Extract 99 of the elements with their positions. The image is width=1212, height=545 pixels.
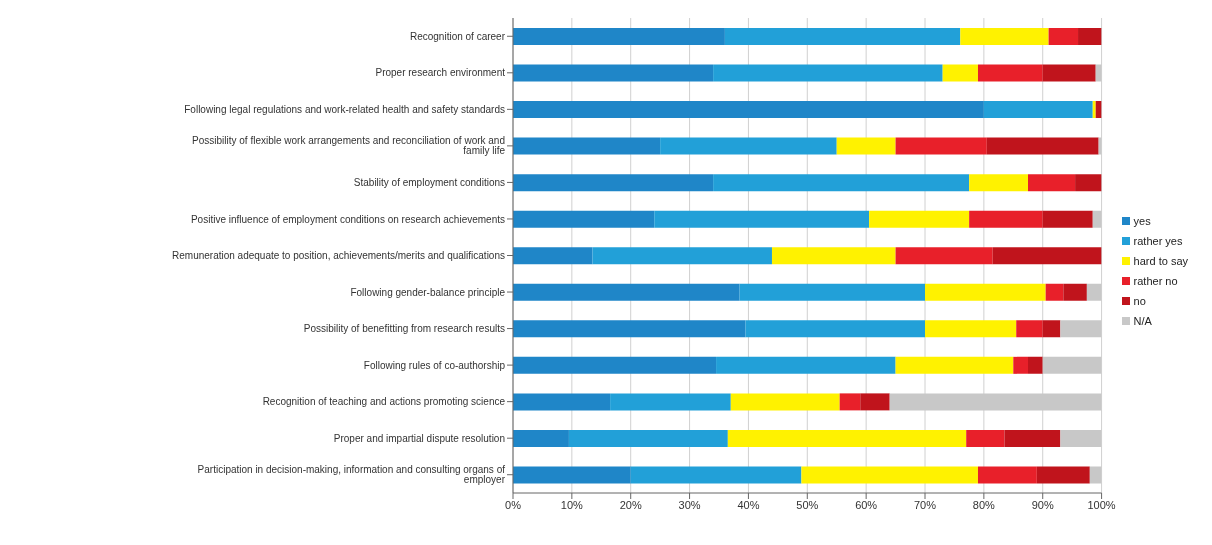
bar [895, 356, 1014, 374]
bar [1092, 210, 1102, 228]
bar [513, 137, 661, 155]
bar [727, 429, 967, 447]
bar [513, 210, 655, 228]
bar [513, 28, 725, 45]
bar [1028, 356, 1043, 374]
y-tick-label: Following legal regulations and work-related health and safety standards [184, 103, 505, 115]
x-tick-label: 10% [560, 498, 584, 511]
bar [836, 137, 896, 155]
y-tick-label: Remuneration adequate to position, achievements/merits and qualifications [172, 250, 505, 262]
bar [1042, 356, 1102, 374]
bar [1060, 429, 1102, 447]
bar [1045, 283, 1064, 301]
bar [513, 320, 746, 338]
bar [966, 429, 1005, 447]
bar [1016, 320, 1043, 338]
y-tick-label: Stability of employment conditions [353, 176, 505, 188]
legend-label: N/A [1133, 314, 1152, 327]
bar [925, 320, 1017, 338]
bar [1089, 466, 1102, 484]
bar [801, 466, 978, 484]
bar [860, 393, 890, 411]
bar [745, 320, 925, 338]
bar [713, 64, 943, 82]
bar [895, 247, 993, 265]
bar [1028, 174, 1076, 192]
legend-label: yes [1133, 214, 1151, 227]
legend-label: rather yes [1133, 234, 1183, 247]
bar [1013, 356, 1029, 374]
bar [716, 356, 896, 374]
y-tick-label: Following gender-balance principle [350, 286, 506, 298]
bar [568, 429, 728, 447]
bar [839, 393, 861, 411]
bar [942, 64, 978, 82]
bar [713, 174, 970, 192]
y-tick-label: Possibility of benefitting from research results [303, 323, 505, 335]
bar [869, 210, 970, 228]
bar [977, 64, 1043, 82]
bar [895, 137, 987, 155]
y-tick-label: Recognition of career [409, 30, 506, 42]
bar [969, 210, 1043, 228]
bar [977, 466, 1037, 484]
x-tick-label: 30% [678, 498, 701, 511]
bar [724, 28, 961, 45]
bar [992, 247, 1102, 265]
bar [513, 174, 714, 192]
legend-label: hard to say [1133, 254, 1188, 267]
bar [1060, 320, 1102, 338]
y-tick-label: Recognition of teaching and actions promoting science [262, 396, 506, 408]
bar [1042, 64, 1096, 82]
bar [610, 393, 731, 411]
x-tick-label: 70% [913, 498, 937, 511]
bar [513, 466, 631, 484]
bar [592, 247, 772, 265]
bar [1036, 466, 1090, 484]
bar [730, 393, 840, 411]
bar [630, 466, 802, 484]
x-tick-label: 50% [796, 498, 819, 511]
bar [1063, 283, 1087, 301]
legend-label: no [1133, 294, 1146, 307]
y-tick-label: Positive influence of employment conditions on research achievements [190, 213, 505, 225]
x-tick-label: 40% [737, 498, 760, 511]
y-tick-label: Participation in decision-making, information and consulting organs of employer [197, 464, 506, 486]
bar [513, 393, 611, 411]
bar [654, 210, 870, 228]
bar [513, 356, 717, 374]
bar [513, 283, 740, 301]
legend-label: rather no [1133, 274, 1178, 287]
x-tick-label: 60% [855, 498, 878, 511]
bar [1042, 320, 1061, 338]
y-tick-label: Possibility of flexible work arrangements and reconciliation of work and family life [192, 135, 506, 157]
bar [960, 28, 1049, 45]
bar [983, 101, 1093, 119]
bar [1075, 174, 1102, 192]
bar [1092, 101, 1096, 119]
bar [513, 101, 984, 119]
x-tick-label: 90% [1031, 498, 1054, 511]
bar [1004, 429, 1061, 447]
bar [1086, 283, 1102, 301]
bar [986, 137, 1099, 155]
x-tick-label: 0% [505, 498, 522, 511]
bar [771, 247, 896, 265]
bar [969, 174, 1029, 192]
x-tick-label: 20% [619, 498, 642, 511]
bar [660, 137, 837, 155]
x-tick-label: 100% [1087, 498, 1116, 511]
bar [1048, 28, 1079, 45]
bar [513, 64, 714, 82]
y-tick-label: Proper research environment [375, 67, 506, 79]
bar [739, 283, 925, 301]
bar [513, 247, 593, 265]
bar [1042, 210, 1093, 228]
y-tick-label: Following rules of co-authorship [363, 359, 506, 371]
y-tick-label: Proper and impartial dispute resolution [333, 432, 505, 444]
bar [925, 283, 1046, 301]
x-tick-label: 80% [972, 498, 996, 511]
bar [1078, 28, 1102, 45]
bar [513, 429, 569, 447]
